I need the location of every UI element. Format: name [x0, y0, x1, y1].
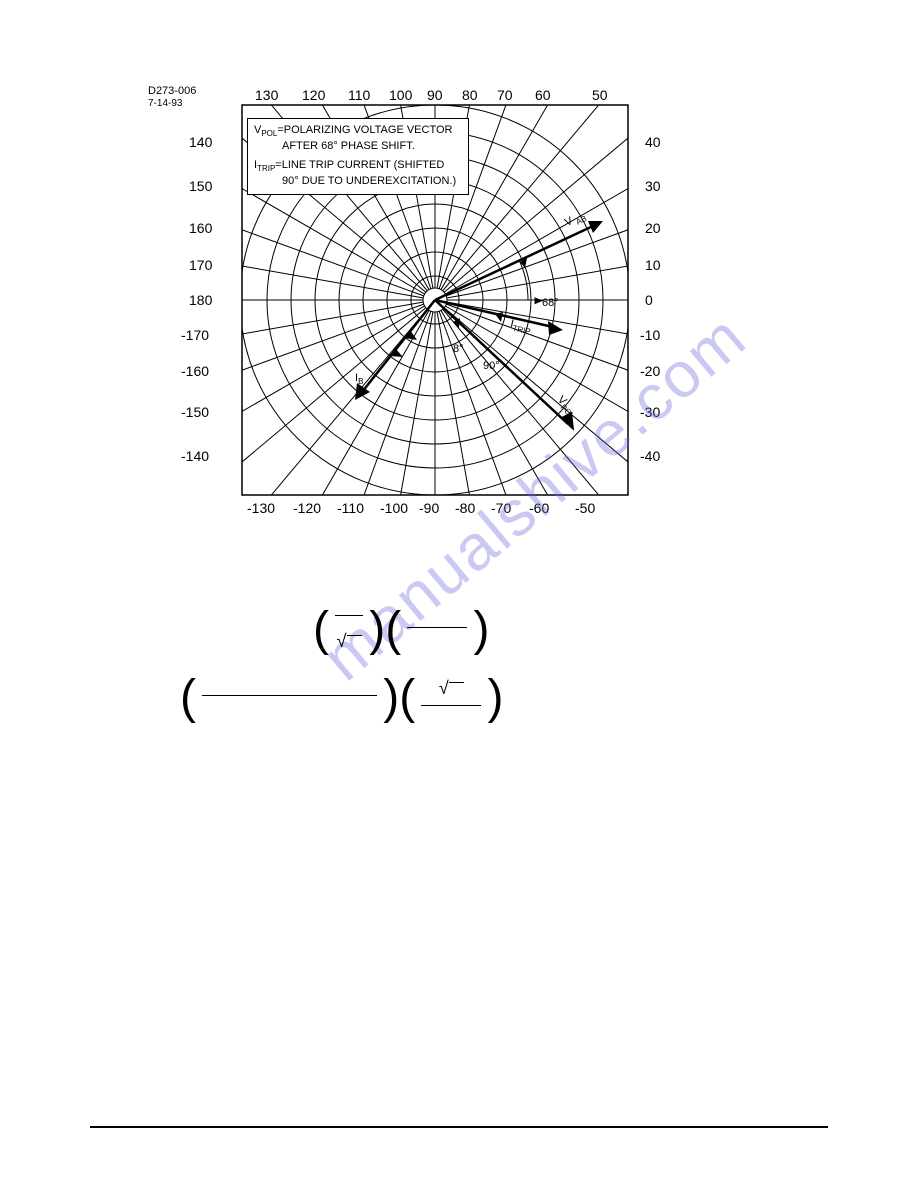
right-label-n30: -30 — [640, 404, 660, 420]
top-label-80: 80 — [462, 87, 478, 103]
angle-90: 90° — [483, 360, 500, 372]
equation-1: ( √ )( ) — [313, 602, 489, 657]
left-label-n160: -160 — [181, 363, 209, 379]
top-label-50: 50 — [592, 87, 608, 103]
eq2-paren-open1: ( — [180, 671, 196, 724]
angle-68: 68° — [542, 297, 559, 309]
chart-id: D273-006 7-14-93 — [148, 85, 196, 109]
right-label-20: 20 — [645, 220, 661, 236]
left-label-180: 180 — [189, 292, 212, 308]
bot-label-n100: -100 — [380, 500, 408, 516]
bot-label-n50: -50 — [575, 500, 595, 516]
top-label-90: 90 — [427, 87, 443, 103]
right-label-30: 30 — [645, 178, 661, 194]
top-label-70: 70 — [497, 87, 513, 103]
left-label-n140: -140 — [181, 448, 209, 464]
polar-chart: D273-006 7-14-93 VPOL=POLARIZING VOLTAGE… — [195, 90, 675, 510]
page-container: D273-006 7-14-93 VPOL=POLARIZING VOLTAGE… — [0, 0, 918, 1188]
vector-ib-label: IB — [355, 372, 363, 386]
top-label-110: 110 — [348, 87, 370, 103]
angle-8: 8° — [453, 343, 464, 355]
right-label-10: 10 — [645, 257, 661, 273]
bot-label-n90: -90 — [419, 500, 439, 516]
eq2-paren-close1: ) — [383, 671, 399, 724]
right-label-40: 40 — [645, 134, 661, 150]
left-label-160: 160 — [189, 220, 212, 236]
chart-id-line1: D273-006 — [148, 85, 196, 97]
right-label-n20: -20 — [640, 363, 660, 379]
left-label-170: 170 — [189, 257, 212, 273]
legend-box: VPOL=POLARIZING VOLTAGE VECTOR AFTER 68°… — [247, 118, 469, 195]
bot-label-n110: -110 — [337, 500, 364, 516]
top-label-130: 130 — [255, 87, 278, 103]
right-label-0: 0 — [645, 292, 653, 308]
right-label-n40: -40 — [640, 448, 660, 464]
top-label-120: 120 — [302, 87, 325, 103]
right-label-n10: -10 — [640, 327, 660, 343]
legend-line4: 90° DUE TO UNDEREXCITATION.) — [254, 174, 462, 189]
eq2-paren-close2: ) — [487, 671, 503, 724]
bot-label-n70: -70 — [491, 500, 511, 516]
bot-label-n120: -120 — [293, 500, 321, 516]
left-label-n150: -150 — [181, 404, 209, 420]
top-label-60: 60 — [535, 87, 551, 103]
chart-id-line2: 7-14-93 — [148, 98, 182, 109]
bottom-divider — [90, 1126, 828, 1128]
top-label-100: 100 — [389, 87, 412, 103]
bot-label-n60: -60 — [529, 500, 549, 516]
left-label-140: 140 — [189, 134, 212, 150]
legend-line2: AFTER 68° PHASE SHIFT. — [254, 139, 462, 154]
eq1-paren-close2: ) — [473, 603, 489, 656]
bot-label-n80: -80 — [455, 500, 475, 516]
eq1-paren-open2: ( — [385, 603, 401, 656]
bot-label-n130: -130 — [247, 500, 275, 516]
eq2-paren-open2: ( — [399, 671, 415, 724]
legend-line3: ITRIP=LINE TRIP CURRENT (SHIFTED — [254, 158, 462, 174]
eq1-paren-close1: ) — [369, 603, 385, 656]
equation-2: ( )( √ ) — [180, 670, 503, 725]
left-label-150: 150 — [189, 178, 212, 194]
left-label-n170: -170 — [181, 327, 209, 343]
legend-line1: VPOL=POLARIZING VOLTAGE VECTOR — [254, 123, 462, 139]
eq1-paren-open1: ( — [313, 603, 329, 656]
